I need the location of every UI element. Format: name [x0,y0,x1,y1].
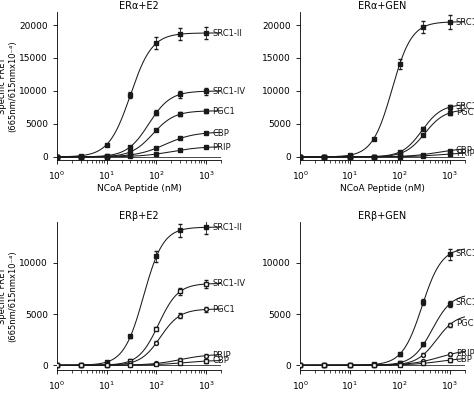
X-axis label: NCoA Peptide (nM): NCoA Peptide (nM) [340,184,425,193]
Title: ERβ+E2: ERβ+E2 [119,211,159,221]
Text: SRC1-II: SRC1-II [212,223,242,232]
Text: CBP: CBP [456,146,473,155]
Text: PRIP: PRIP [456,349,474,359]
Text: SRC1-IV: SRC1-IV [212,87,246,96]
Text: PRIP: PRIP [456,149,474,158]
Text: SRC1-IV: SRC1-IV [212,279,246,288]
Text: PGC1: PGC1 [212,305,235,314]
Text: PRIP: PRIP [212,351,231,360]
Text: PGC1: PGC1 [212,106,235,115]
Text: SRC1-II: SRC1-II [456,17,474,26]
Title: ERα+GEN: ERα+GEN [358,1,407,11]
Y-axis label: Specific FRET
(665nm/615nmx10⁻⁴): Specific FRET (665nm/615nmx10⁻⁴) [0,40,18,132]
Text: SRC1-IV: SRC1-IV [456,298,474,307]
Text: PGC1: PGC1 [456,319,474,328]
Text: CBP: CBP [456,355,473,364]
X-axis label: NCoA Peptide (nM): NCoA Peptide (nM) [97,184,182,193]
Text: SRC1-II: SRC1-II [212,28,242,37]
Text: PRIP: PRIP [212,143,231,152]
Text: SRC1-IV: SRC1-IV [456,102,474,111]
Text: PGC1: PGC1 [456,108,474,117]
Y-axis label: Specific FRET
(665nm/615nmx10⁻⁴): Specific FRET (665nm/615nmx10⁻⁴) [0,250,18,342]
Title: ERα+E2: ERα+E2 [119,1,159,11]
Text: SRC1-II: SRC1-II [456,249,474,258]
Text: CBP: CBP [212,357,229,366]
Title: ERβ+GEN: ERβ+GEN [358,211,407,221]
Text: CBP: CBP [212,128,229,138]
